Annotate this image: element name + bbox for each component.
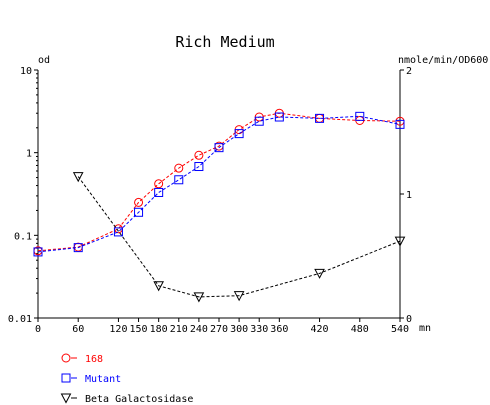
series-layer: [33, 108, 406, 303]
data-point: [194, 162, 204, 172]
x-tick-label: 480: [351, 324, 369, 335]
data-point: [174, 163, 184, 173]
data-point: [234, 129, 244, 139]
data-point: [72, 172, 84, 183]
data-point: [233, 291, 245, 302]
legend-item: Beta Galactosidase: [60, 393, 193, 405]
y-right-tick-label: 0: [406, 314, 412, 325]
x-tick-label: 360: [270, 324, 288, 335]
x-tick-label: 0: [35, 324, 41, 335]
legend-label: Mutant: [85, 374, 121, 385]
y-left-tick-label: 10: [20, 66, 32, 77]
data-point: [33, 247, 43, 257]
data-point: [395, 119, 405, 129]
y-left-tick-label: 0.01: [8, 314, 32, 325]
y-right-tick-label: 2: [406, 66, 412, 77]
legend-item: 168: [61, 353, 103, 365]
y-right-label: nmole/min/OD600: [398, 55, 488, 66]
data-point: [154, 179, 164, 189]
data-point: [113, 227, 123, 237]
x-tick-label: 540: [391, 324, 409, 335]
data-point: [355, 111, 365, 121]
data-point: [394, 236, 406, 247]
legend-item: Mutant: [61, 373, 121, 385]
x-unit-label: mn: [419, 323, 431, 334]
data-point: [274, 112, 284, 122]
data-point: [214, 143, 224, 153]
x-tick-label: 210: [170, 324, 188, 335]
x-tick-label: 180: [150, 324, 168, 335]
data-point: [254, 116, 264, 126]
series-line: [77, 176, 401, 298]
y-left-tick-label: 1: [26, 149, 32, 160]
data-point: [315, 113, 325, 123]
data-point: [194, 150, 204, 160]
series-line: [37, 115, 401, 253]
data-point: [314, 268, 325, 279]
data-point: [153, 281, 164, 292]
legend-label: Beta Galactosidase: [85, 394, 193, 405]
series-168: [33, 108, 405, 256]
series-mutant: [33, 111, 405, 257]
data-point: [193, 292, 205, 303]
series-line: [37, 112, 401, 252]
y-left-label: od: [38, 55, 50, 66]
x-tick-label: 300: [230, 324, 248, 335]
x-tick-label: 120: [109, 324, 127, 335]
y-right-tick-label: 1: [406, 190, 412, 201]
data-point: [134, 197, 144, 207]
legend-marker: [61, 353, 71, 363]
legend: 168 Mutant Beta Galactosidase: [60, 353, 193, 405]
chart-title: Rich Medium: [175, 33, 274, 51]
data-point: [174, 175, 184, 185]
x-tick-label: 330: [250, 324, 268, 335]
legend-marker: [60, 393, 72, 404]
series-beta-galactosidase: [72, 172, 406, 303]
legend-label: 168: [85, 354, 103, 365]
legend-marker: [61, 373, 71, 383]
x-tick-label: 420: [311, 324, 329, 335]
data-point: [154, 187, 164, 197]
x-tick-label: 270: [210, 324, 228, 335]
x-tick-label: 240: [190, 324, 208, 335]
data-point: [73, 243, 83, 253]
axes: 0 60 120 150 180 210 240 270 300 330 360 420 480 5400…: [8, 66, 412, 335]
y-left-tick-label: 0.1: [14, 231, 32, 242]
x-tick-label: 150: [130, 324, 148, 335]
data-point: [134, 207, 144, 217]
x-tick-label: 60: [72, 324, 84, 335]
